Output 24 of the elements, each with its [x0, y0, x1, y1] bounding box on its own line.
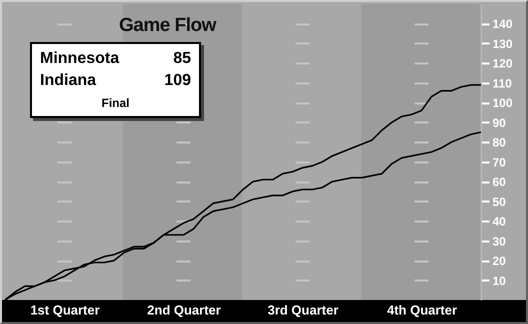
- y-tick-label: 20: [492, 254, 506, 268]
- y-tick-label: 40: [492, 214, 506, 229]
- y-tick-label: 140: [492, 17, 513, 32]
- x-tick-label: 1st Quarter: [30, 302, 100, 318]
- y-tick-label: 30: [492, 234, 506, 248]
- annotation: 85: [173, 49, 191, 69]
- y-tick-label: 80: [492, 136, 506, 150]
- annotation: Indiana: [40, 71, 96, 91]
- y-tick-label: 90: [492, 116, 506, 130]
- y-tick-label: 70: [492, 155, 506, 170]
- text: Game Flow: [119, 15, 216, 37]
- y-tick-label: 10: [492, 274, 506, 288]
- y-tick-label: 50: [492, 194, 506, 209]
- annotation: 109: [164, 71, 191, 91]
- y-tick-label: 110: [492, 76, 512, 90]
- y-tick-label: 100: [492, 96, 513, 110]
- annotation: Minnesota: [40, 49, 120, 69]
- y-tick-label: 120: [492, 56, 513, 71]
- x-tick-label: 3rd Quarter: [268, 302, 338, 318]
- y-tick-label: 60: [492, 175, 506, 190]
- y-tick-label: 130: [492, 36, 513, 51]
- x-tick-label: 4th Quarter: [386, 302, 458, 318]
- annotation: Final: [100, 96, 130, 110]
- x-tick-label: 2nd Quarter: [147, 302, 221, 318]
